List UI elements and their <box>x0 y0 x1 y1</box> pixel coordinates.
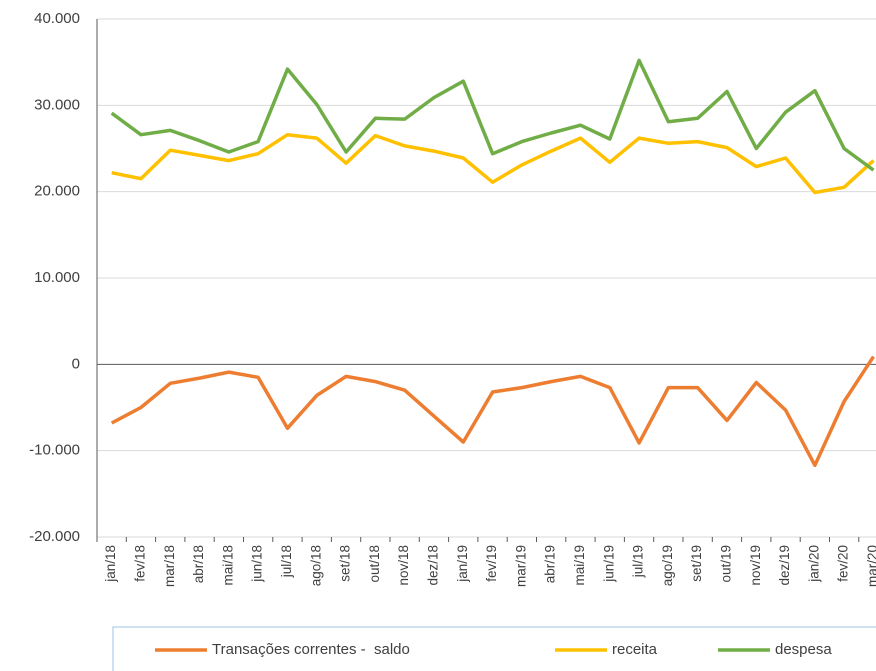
x-tick-label: dez/18 <box>426 545 441 586</box>
x-tick-label: jun/18 <box>250 545 265 583</box>
y-tick-label: 40.000 <box>34 10 80 27</box>
x-tick-label: abr/18 <box>191 545 206 583</box>
x-tick-label: mar/19 <box>513 545 528 587</box>
x-tick-label: mar/20 <box>865 545 876 587</box>
x-tick-label: out/19 <box>719 545 734 583</box>
x-tick-label: jul/19 <box>631 545 646 578</box>
y-tick-label: 30.000 <box>34 96 80 113</box>
x-tick-label: fev/20 <box>836 545 851 582</box>
legend-label: Transações correntes - saldo <box>212 641 410 658</box>
x-tick-label: mai/18 <box>220 545 235 586</box>
x-tick-label: mai/19 <box>572 545 587 586</box>
x-tick-label: nov/18 <box>396 545 411 586</box>
series-line <box>111 132 875 195</box>
series-line <box>110 58 875 172</box>
y-tick-label: 0 <box>72 355 80 372</box>
y-tick-label: -10.000 <box>29 442 80 459</box>
x-tick-label: out/18 <box>367 545 382 583</box>
x-tick-label: set/19 <box>689 545 704 582</box>
x-tick-label: mar/18 <box>162 545 177 587</box>
x-tick-label: dez/19 <box>777 545 792 586</box>
x-tick-label: set/18 <box>338 545 353 582</box>
x-tick-label: jan/20 <box>806 545 821 583</box>
series-line <box>110 355 875 468</box>
legend-label: despesa <box>775 641 832 658</box>
x-tick-label: jun/19 <box>601 545 616 583</box>
x-tick-label: ago/19 <box>660 545 675 586</box>
legend-label: receita <box>612 641 658 658</box>
x-tick-label: nov/19 <box>748 545 763 586</box>
x-tick-label: ago/18 <box>308 545 323 586</box>
x-tick-label: fev/18 <box>133 545 148 582</box>
y-tick-label: 10.000 <box>34 269 80 286</box>
x-tick-label: fev/19 <box>484 545 499 582</box>
legend-box <box>112 626 876 671</box>
y-tick-label: -20.000 <box>29 528 80 545</box>
x-tick-label: abr/19 <box>543 545 558 583</box>
x-tick-label: jul/18 <box>279 545 294 578</box>
y-tick-label: 20.000 <box>34 183 80 200</box>
x-tick-label: jan/19 <box>455 545 470 583</box>
x-tick-label: jan/18 <box>103 545 118 583</box>
